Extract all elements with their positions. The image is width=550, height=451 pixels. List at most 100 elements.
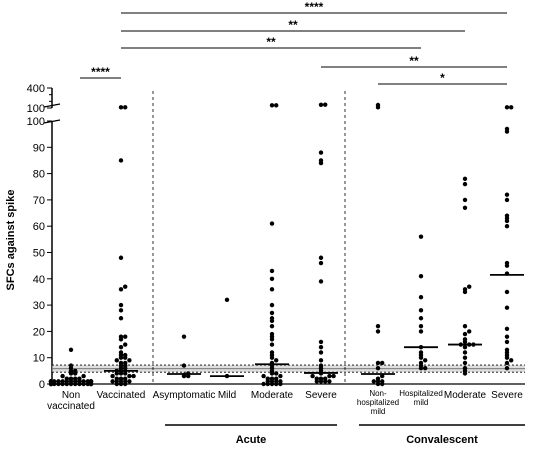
data-point xyxy=(278,379,283,384)
data-point xyxy=(318,102,324,108)
data-point xyxy=(318,150,324,155)
data-point xyxy=(127,379,132,384)
data-point xyxy=(323,376,328,381)
data-point xyxy=(462,344,468,350)
data-point xyxy=(123,284,128,289)
data-point xyxy=(269,310,275,316)
data-point xyxy=(504,126,510,132)
y-tick-label: 40 xyxy=(33,274,45,286)
data-point xyxy=(504,197,510,203)
data-point xyxy=(118,287,124,292)
group-label-convalescent: Convalescent xyxy=(406,434,478,446)
data-point xyxy=(509,358,514,363)
data-point xyxy=(269,302,275,308)
data-point xyxy=(265,376,270,381)
data-point xyxy=(127,373,132,379)
data-point xyxy=(318,363,324,368)
data-point xyxy=(504,289,510,295)
data-point xyxy=(118,344,124,350)
data-point xyxy=(462,176,468,182)
data-point xyxy=(331,373,336,379)
data-point xyxy=(504,105,510,110)
y-tick-label: 80 xyxy=(33,169,45,181)
data-point xyxy=(310,373,315,379)
data-point xyxy=(110,379,115,384)
data-point xyxy=(418,323,424,329)
data-point xyxy=(269,221,275,226)
data-point xyxy=(504,224,510,229)
data-point xyxy=(274,103,279,108)
data-point xyxy=(375,376,381,381)
data-point xyxy=(418,350,424,355)
data-point xyxy=(269,287,275,292)
category-label-non-vaccinated-line2: vaccinated xyxy=(47,401,95,412)
data-point xyxy=(418,308,424,313)
significance-bars: *************** xyxy=(80,0,507,85)
data-point xyxy=(123,334,128,339)
data-point xyxy=(504,360,510,366)
data-point xyxy=(123,352,128,358)
data-points xyxy=(48,102,514,387)
data-point xyxy=(68,376,74,381)
data-point xyxy=(118,105,124,110)
data-point xyxy=(375,329,381,334)
category-label-non-hospitalized-line3: mild xyxy=(371,407,386,416)
data-point xyxy=(224,297,230,303)
data-point xyxy=(318,358,324,363)
significance-label: * xyxy=(440,71,445,85)
data-point xyxy=(318,255,324,260)
data-point xyxy=(269,276,275,281)
data-point xyxy=(269,342,275,347)
data-point xyxy=(278,373,283,379)
data-point xyxy=(118,334,124,339)
data-point xyxy=(380,379,385,384)
significance-label: **** xyxy=(91,65,110,79)
data-point xyxy=(81,373,86,379)
data-point xyxy=(123,342,128,347)
data-point xyxy=(274,376,279,381)
data-point xyxy=(318,339,324,345)
data-point xyxy=(462,205,468,210)
category-label-hospitalized-line1: Hospitalized xyxy=(399,389,443,398)
data-point xyxy=(88,379,94,384)
data-point xyxy=(68,347,74,353)
data-point xyxy=(462,181,468,187)
data-point xyxy=(462,331,468,337)
data-point xyxy=(123,360,128,366)
data-point xyxy=(118,255,124,260)
data-point xyxy=(318,344,324,350)
data-point xyxy=(73,368,78,374)
data-point xyxy=(318,158,324,163)
data-point xyxy=(269,331,275,337)
data-point xyxy=(118,376,124,381)
data-point xyxy=(118,316,124,321)
data-point xyxy=(181,334,187,339)
category-label-conv-severe: Severe xyxy=(491,390,523,401)
data-point xyxy=(118,360,124,366)
data-point xyxy=(418,295,424,300)
data-point xyxy=(269,316,275,321)
data-point xyxy=(327,373,332,379)
data-point xyxy=(118,350,124,355)
significance-label: ** xyxy=(288,18,298,32)
data-point xyxy=(68,363,74,368)
data-point xyxy=(269,268,275,274)
data-point xyxy=(48,379,54,384)
data-point xyxy=(274,358,279,363)
data-point xyxy=(504,347,510,353)
data-point xyxy=(462,360,468,366)
data-point xyxy=(77,376,82,381)
data-point xyxy=(327,379,332,384)
y-axis-label: SFCs against spike xyxy=(5,190,17,291)
data-point xyxy=(418,273,424,279)
category-label-conv-moderate: Moderate xyxy=(444,390,487,401)
group-label-acute: Acute xyxy=(236,434,267,446)
category-label-acute-severe: Severe xyxy=(305,390,337,401)
data-point xyxy=(467,284,472,289)
data-point xyxy=(375,105,381,110)
data-point xyxy=(462,287,468,292)
data-point xyxy=(114,376,120,381)
data-point xyxy=(269,376,275,381)
category-label-asymptomatic: Asymptomatic xyxy=(153,390,216,401)
